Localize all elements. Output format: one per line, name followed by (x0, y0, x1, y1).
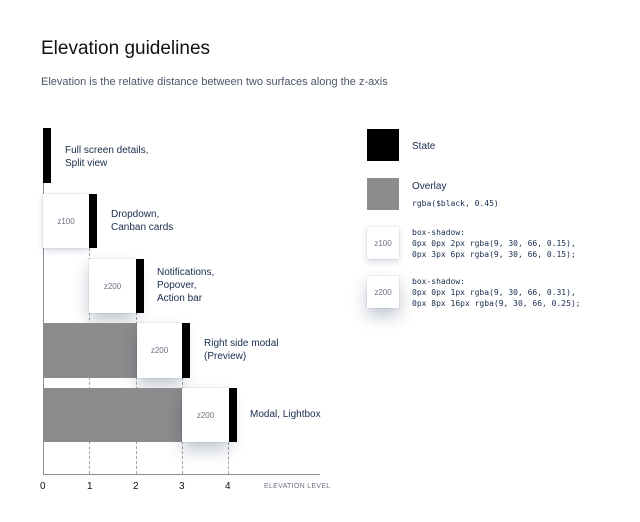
layer-label-level-0: Full screen details, Split view (65, 145, 149, 169)
guide-line-4 (228, 442, 229, 474)
page-subtitle: Elevation is the relative distance betwe… (41, 76, 388, 88)
y-axis-line (43, 128, 44, 474)
z200-legend-value: box-shadow: 0px 0px 1px rgba(9, 30, 66, … (412, 277, 581, 308)
x-tick-3: 3 (179, 481, 185, 492)
state-legend-label: State (412, 141, 436, 152)
overlay-swatch (367, 178, 399, 210)
state-bar-level-2 (136, 259, 144, 313)
overlay-level-3 (43, 323, 137, 378)
overlay-level-4 (43, 388, 182, 442)
z100-legend-card: z100 (367, 227, 399, 259)
state-bar-level-3 (182, 323, 190, 378)
x-tick-0: 0 (40, 481, 46, 492)
state-bar-level-0 (43, 128, 51, 183)
layer-label-level-4: Modal, Lightbox (250, 409, 321, 420)
z200-card-level-2: z200 (89, 259, 136, 313)
page-title: Elevation guidelines (41, 38, 211, 59)
z200-legend-card: z200 (367, 276, 399, 308)
x-axis-line (43, 474, 320, 475)
state-swatch (367, 129, 399, 161)
x-tick-2: 2 (133, 481, 139, 492)
z100-card-level-1: z100 (43, 194, 89, 248)
layer-label-level-3: Right side modal (Preview) (204, 338, 279, 362)
state-bar-level-1 (89, 194, 97, 248)
z200-card-level-4: z200 (182, 388, 229, 442)
z100-legend-value: box-shadow: 0px 0px 2px rgba(9, 30, 66, … (412, 228, 576, 259)
state-bar-level-4 (229, 388, 237, 442)
x-tick-1: 1 (87, 481, 93, 492)
overlay-legend-value: rgba($black, 0.45) (412, 199, 499, 208)
x-axis-label: ELEVATION LEVEL (264, 483, 331, 490)
layer-label-level-1: Dropdown, Canban cards (111, 209, 174, 233)
layer-label-level-2: Notifications, Popover, Action bar (157, 267, 215, 304)
x-tick-4: 4 (225, 481, 231, 492)
z200-card-level-3: z200 (137, 323, 182, 378)
overlay-legend-label: Overlay (412, 181, 447, 192)
